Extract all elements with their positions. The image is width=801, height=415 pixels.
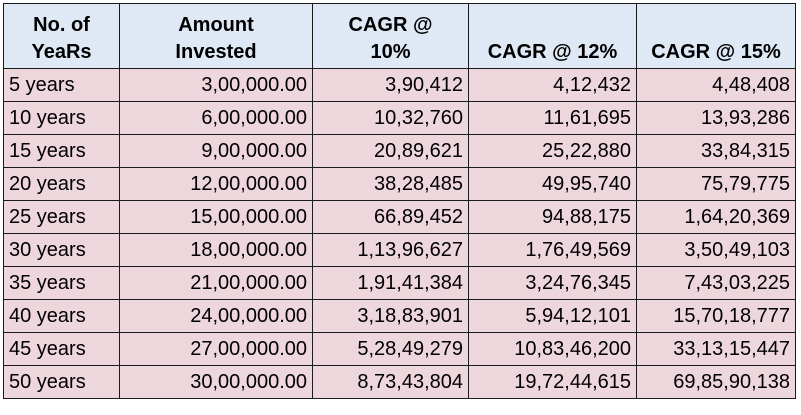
header-years-line2: YeaRs (31, 41, 92, 63)
cell-cagr-12: 25,22,880 (468, 134, 637, 168)
header-cagr10-line1: CAGR @ (348, 14, 433, 36)
cell-period: 10 years (3, 101, 120, 135)
cell-cagr-10: 5,28,49,279 (312, 332, 469, 366)
cell-cagr-10: 3,18,83,901 (312, 299, 469, 333)
cell-cagr-15: 33,84,315 (636, 134, 796, 168)
header-years: No. of YeaRs (3, 3, 120, 69)
cell-amount-invested: 30,00,000.00 (119, 365, 313, 399)
cell-cagr-12: 3,24,76,345 (468, 266, 637, 300)
header-amount-line1: Amount (178, 14, 254, 36)
cell-period: 45 years (3, 332, 120, 366)
cell-cagr-15: 3,50,49,103 (636, 233, 796, 267)
table-row: 5 years 3,00,000.00 3,90,412 4,12,432 4,48,4… (3, 68, 796, 102)
sip-returns-table-container: No. of YeaRs Amount Invested CAGR @ 10% … (3, 3, 796, 399)
cell-period: 30 years (3, 233, 120, 267)
cell-cagr-10: 10,32,760 (312, 101, 469, 135)
table-row: 25 years 15,00,000.00 66,89,452 94,88,175 1,… (3, 200, 796, 234)
cell-amount-invested: 12,00,000.00 (119, 167, 313, 201)
table-row: 45 years 27,00,000.00 5,28,49,279 10,83,46,… (3, 332, 796, 366)
cell-cagr-15: 7,43,03,225 (636, 266, 796, 300)
cell-cagr-10: 20,89,621 (312, 134, 469, 168)
header-years-line1: No. of (33, 14, 90, 36)
cell-amount-invested: 18,00,000.00 (119, 233, 313, 267)
cell-cagr-12: 19,72,44,615 (468, 365, 637, 399)
cell-period: 15 years (3, 134, 120, 168)
table-row: 15 years 9,00,000.00 20,89,621 25,22,880 33,… (3, 134, 796, 168)
cell-cagr-10: 1,13,96,627 (312, 233, 469, 267)
cell-cagr-15: 4,48,408 (636, 68, 796, 102)
cell-cagr-15: 15,70,18,777 (636, 299, 796, 333)
cell-cagr-12: 1,76,49,569 (468, 233, 637, 267)
header-amount-invested: Amount Invested (119, 3, 313, 69)
cell-amount-invested: 9,00,000.00 (119, 134, 313, 168)
table-row: 30 years 18,00,000.00 1,13,96,627 1,76,49,5… (3, 233, 796, 267)
cell-cagr-15: 1,64,20,369 (636, 200, 796, 234)
cell-cagr-12: 94,88,175 (468, 200, 637, 234)
cell-amount-invested: 3,00,000.00 (119, 68, 313, 102)
table-row: 50 years 30,00,000.00 8,73,43,804 19,72,44,… (3, 365, 796, 399)
table-body: 5 years 3,00,000.00 3,90,412 4,12,432 4,48,4… (3, 68, 796, 399)
table-row: 40 years 24,00,000.00 3,18,83,901 5,94,12,1… (3, 299, 796, 333)
header-row: No. of YeaRs Amount Invested CAGR @ 10% … (3, 3, 796, 69)
cell-period: 25 years (3, 200, 120, 234)
table-header: No. of YeaRs Amount Invested CAGR @ 10% … (3, 3, 796, 69)
cell-period: 5 years (3, 68, 120, 102)
cell-cagr-10: 66,89,452 (312, 200, 469, 234)
cell-cagr-15: 33,13,15,447 (636, 332, 796, 366)
header-amount-line2: Invested (175, 41, 257, 63)
header-cagr-12: CAGR @ 12% (468, 3, 637, 69)
cell-period: 35 years (3, 266, 120, 300)
header-cagr15-label: CAGR @ 15% (651, 41, 781, 63)
cell-cagr-12: 5,94,12,101 (468, 299, 637, 333)
cell-cagr-10: 38,28,485 (312, 167, 469, 201)
cell-amount-invested: 6,00,000.00 (119, 101, 313, 135)
cell-amount-invested: 27,00,000.00 (119, 332, 313, 366)
header-cagr12-label: CAGR @ 12% (487, 41, 618, 63)
cell-period: 20 years (3, 167, 120, 201)
cell-period: 50 years (3, 365, 120, 399)
cell-cagr-15: 75,79,775 (636, 167, 796, 201)
table-row: 35 years 21,00,000.00 1,91,41,384 3,24,76,3… (3, 266, 796, 300)
cell-cagr-12: 49,95,740 (468, 167, 637, 201)
cell-cagr-10: 1,91,41,384 (312, 266, 469, 300)
table-row: 10 years 6,00,000.00 10,32,760 11,61,695 13,… (3, 101, 796, 135)
header-cagr10-line2: 10% (370, 41, 411, 63)
cell-cagr-12: 4,12,432 (468, 68, 637, 102)
cell-cagr-15: 13,93,286 (636, 101, 796, 135)
cell-cagr-10: 3,90,412 (312, 68, 469, 102)
cell-amount-invested: 15,00,000.00 (119, 200, 313, 234)
header-cagr-15: CAGR @ 15% (636, 3, 796, 69)
cell-cagr-12: 10,83,46,200 (468, 332, 637, 366)
cell-period: 40 years (3, 299, 120, 333)
cell-cagr-10: 8,73,43,804 (312, 365, 469, 399)
cell-amount-invested: 21,00,000.00 (119, 266, 313, 300)
header-cagr-10: CAGR @ 10% (312, 3, 469, 69)
cell-amount-invested: 24,00,000.00 (119, 299, 313, 333)
table-row: 20 years 12,00,000.00 38,28,485 49,95,740 75… (3, 167, 796, 201)
sip-returns-table: No. of YeaRs Amount Invested CAGR @ 10% … (3, 3, 796, 399)
cell-cagr-15: 69,85,90,138 (636, 365, 796, 399)
cell-cagr-12: 11,61,695 (468, 101, 637, 135)
